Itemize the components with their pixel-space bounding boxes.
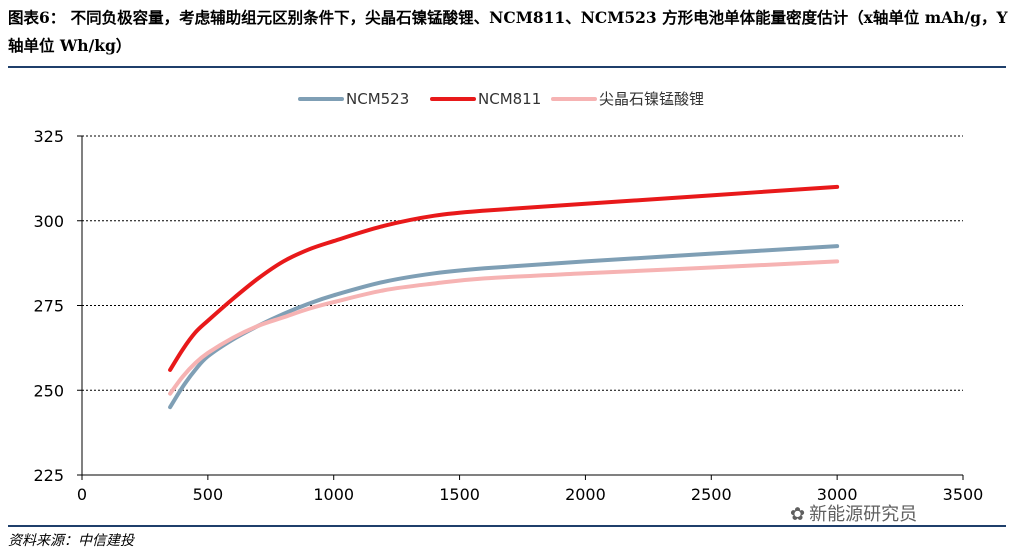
x-tick-label: 2000: [565, 485, 606, 504]
legend-label: 尖晶石镍锰酸锂: [599, 90, 704, 108]
watermark: ✿ 新能源研究员: [790, 500, 917, 526]
line-chart: NCM523 NCM811 尖晶石镍锰酸锂 225 250 275 300 325 0 500 1…: [33, 90, 983, 504]
axes: 225 250 275 300 325 0 500 1000 1500 2000 2500 3000 3…: [33, 127, 983, 504]
grid-lines: [82, 135, 963, 391]
title-divider: [8, 66, 1006, 68]
y-tick-label: 225: [33, 466, 64, 485]
x-tick-label: 500: [193, 485, 224, 504]
series-line-尖晶石镍锰酸锂: [168, 259, 840, 396]
x-tick-label: 3500: [943, 485, 984, 504]
x-tick-label: 3000: [817, 485, 858, 504]
legend: NCM523 NCM811 尖晶石镍锰酸锂: [298, 90, 704, 108]
x-tick-label: 1500: [439, 485, 480, 504]
legend-label: NCM811: [478, 90, 541, 108]
series-group: [168, 184, 840, 410]
x-tick-label: 2500: [691, 485, 732, 504]
watermark-text: 新能源研究员: [809, 504, 918, 525]
y-tick-label: 250: [33, 381, 64, 400]
footer-divider: [8, 525, 1006, 527]
series-line-NCM523: [168, 244, 840, 410]
legend-label: NCM523: [346, 90, 409, 108]
y-tick-label: 325: [33, 127, 64, 146]
x-tick-label: 0: [77, 485, 87, 504]
source-note: 资料来源：中信建投: [8, 533, 134, 549]
series-line-NCM811: [168, 184, 840, 372]
x-tick-label: 1000: [313, 485, 354, 504]
wechat-icon: ✿: [790, 504, 806, 525]
figure-title: 图表6： 不同负极容量，考虑辅助组元区别条件下，尖晶石镍锰酸锂、NCM811、N…: [8, 8, 1008, 55]
y-tick-label: 275: [33, 297, 64, 316]
y-tick-label: 300: [33, 212, 64, 231]
